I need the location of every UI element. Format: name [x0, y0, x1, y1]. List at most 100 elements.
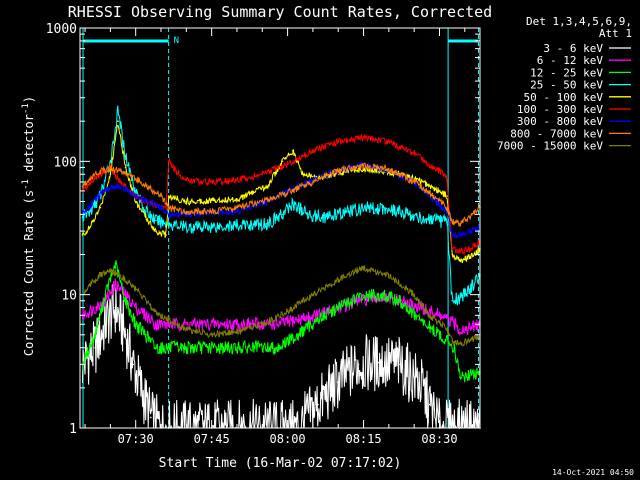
series-2-point-9	[185, 346, 188, 349]
series-3-point-19	[388, 208, 390, 210]
series-1-point-6	[145, 314, 147, 317]
y-tick-label-0: 1	[69, 422, 77, 437]
series-5-point-15	[286, 163, 289, 166]
series-7-point-24	[469, 216, 471, 219]
legend-label-3: 25 - 50 keV	[530, 79, 603, 92]
y-tick-label-3: 1000	[46, 22, 77, 37]
series-5-point-11	[185, 179, 188, 182]
series-2-point-15	[357, 296, 360, 299]
series-3-point-17	[347, 210, 350, 213]
series-0-point-7	[150, 416, 152, 419]
series-8-point-1	[89, 283, 91, 285]
legend-label-1: 6 - 12 keV	[537, 54, 604, 67]
series-4-point-2	[99, 206, 102, 209]
series-0-point-1	[94, 346, 96, 349]
series-0-point-16	[377, 361, 380, 364]
series-3-point-22	[446, 221, 448, 223]
y-axis-label: Corrected Count Rate (s-1 detector-1)	[21, 96, 36, 356]
series-8-point-23	[458, 342, 461, 345]
series-7-point-0	[81, 185, 84, 188]
series-6-point-8	[167, 213, 170, 216]
series-3-point-6	[134, 190, 137, 192]
series-4-point-27	[469, 256, 471, 259]
series-5-point-21	[428, 163, 431, 166]
series-8-point-15	[312, 293, 314, 296]
series-7-point-4	[119, 169, 122, 172]
series-7-point-8	[160, 195, 162, 197]
series-5-point-13	[236, 179, 238, 182]
series-6-point-20	[451, 234, 454, 236]
series-2-point-11	[276, 346, 279, 349]
legend-label-8: 7000 - 15000 keV	[497, 140, 603, 153]
series-4-point-16	[302, 173, 304, 176]
series-7-point-11	[210, 210, 213, 213]
series-7-point-17	[362, 165, 365, 167]
series-0-point-14	[337, 381, 340, 384]
series-1-point-7	[155, 323, 157, 326]
flag-label: N	[174, 36, 179, 46]
series-1-point-5	[134, 306, 137, 309]
series-3-point-15	[307, 213, 309, 216]
series-7-point-2	[99, 169, 102, 172]
series-0-point-17	[398, 363, 400, 366]
series-5-point-1	[94, 177, 96, 179]
series-2-point-19	[438, 334, 441, 336]
series-5-point-18	[362, 137, 365, 139]
series-7-point-20	[428, 192, 431, 194]
legend-label-6: 300 - 800 keV	[517, 115, 603, 128]
series-3-point-1	[89, 210, 91, 213]
x-tick-label-3: 08:15	[345, 432, 381, 446]
series-8-point-21	[446, 328, 448, 331]
series-3-point-7	[145, 210, 147, 213]
series-4-point-4	[117, 120, 119, 122]
y-tick-label-1: 10	[61, 289, 77, 304]
series-3-point-11	[236, 224, 238, 227]
series-0-point-5	[132, 363, 134, 366]
series-4-point-10	[167, 195, 170, 197]
series-7	[81, 162, 481, 227]
series-8-point-7	[150, 306, 152, 309]
series-5-point-25	[458, 250, 461, 253]
series-0-point-19	[428, 403, 431, 406]
series-1-point-20	[453, 323, 456, 326]
series-5-point-16	[312, 150, 314, 152]
series-3-point-8	[155, 219, 157, 222]
series-line-2	[82, 259, 481, 383]
series-4-point-9	[165, 234, 167, 236]
series-6-point-2	[104, 190, 107, 192]
series-3	[81, 105, 481, 306]
series-8-point-13	[261, 323, 264, 326]
series-7-point-7	[150, 188, 152, 190]
plot-series	[81, 105, 481, 430]
y-axis-label-sup1: -1	[21, 179, 31, 190]
series-3-point-20	[408, 213, 410, 216]
series-1-point-10	[236, 323, 238, 326]
legend-label-2: 12 - 25 keV	[530, 66, 603, 79]
series-3-point-13	[281, 213, 284, 216]
series-4-point-5	[124, 166, 127, 169]
footer-date: 14-Oct-2021 04:50	[552, 468, 634, 477]
y-axis-label-part1: Corrected Count Rate (s	[22, 190, 36, 356]
series-4-point-22	[418, 179, 421, 182]
series-4-point-26	[458, 259, 461, 262]
series-3-point-16	[327, 216, 329, 219]
series-4-point-14	[281, 160, 284, 163]
series-7-point-12	[236, 206, 238, 209]
series-4-point-6	[134, 200, 137, 203]
series-3-point-0	[81, 216, 84, 219]
series-2-point-13	[317, 318, 319, 321]
series-0-point-4	[124, 334, 127, 336]
series-1-point-3	[114, 283, 117, 285]
series-3-point-9	[167, 223, 170, 225]
series-2-point-16	[377, 293, 380, 296]
series-5-point-3	[119, 181, 122, 183]
series-8-point-12	[236, 331, 238, 334]
series-5-point-17	[337, 141, 340, 143]
series-8-point-10	[185, 328, 188, 331]
series-6-point-21	[458, 234, 461, 236]
series-1-point-21	[458, 328, 461, 331]
series-6-point-4	[124, 188, 127, 190]
series-1-point-13	[317, 314, 319, 317]
y-axis-label-part2: detector	[22, 114, 36, 179]
